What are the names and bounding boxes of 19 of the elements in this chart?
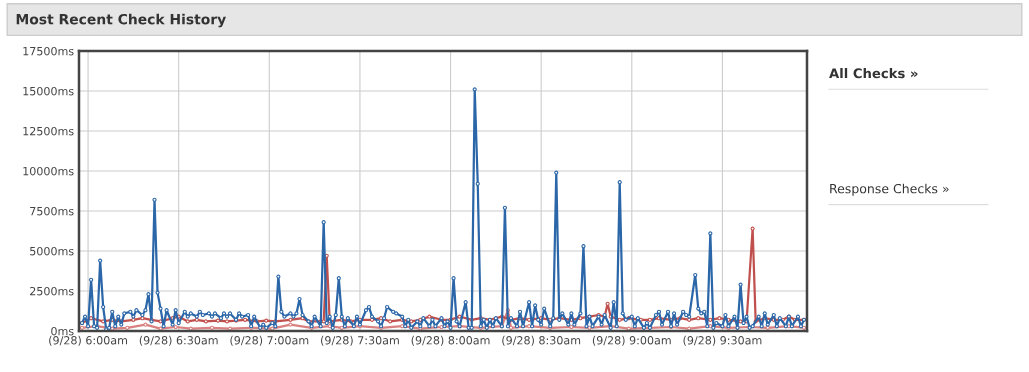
x-tick-label: (9/28) 6:00am [49, 335, 127, 346]
y-tick-label: 15000ms [23, 86, 74, 96]
x-tick-label: (9/28) 7:00am [230, 335, 309, 346]
x-tick-label: (9/28) 9:30am [683, 335, 762, 346]
y-tick-label: 10000ms [23, 166, 74, 176]
y-tick-label: 7500ms [30, 206, 74, 216]
y-tick-label: 2500ms [30, 286, 74, 296]
y-tick-label: 5000ms [30, 246, 74, 256]
y-tick-label: 12500ms [23, 126, 74, 136]
x-tick-label: (9/28) 8:30am [502, 335, 581, 346]
chart-title: Most Recent Check History [16, 13, 226, 28]
text: Response Checks » [830, 183, 949, 196]
y-tick-label: 17500ms [23, 46, 74, 56]
x-tick-label: (9/28) 7:30am [321, 335, 399, 346]
x-tick-label: (9/28) 9:00am [592, 335, 671, 346]
x-tick-label: (9/28) 8:00am [411, 335, 490, 346]
y-tick-label: 0ms [51, 326, 74, 336]
x-tick-label: (9/28) 6:30am [139, 335, 218, 346]
text: All Checks » [829, 68, 918, 79]
